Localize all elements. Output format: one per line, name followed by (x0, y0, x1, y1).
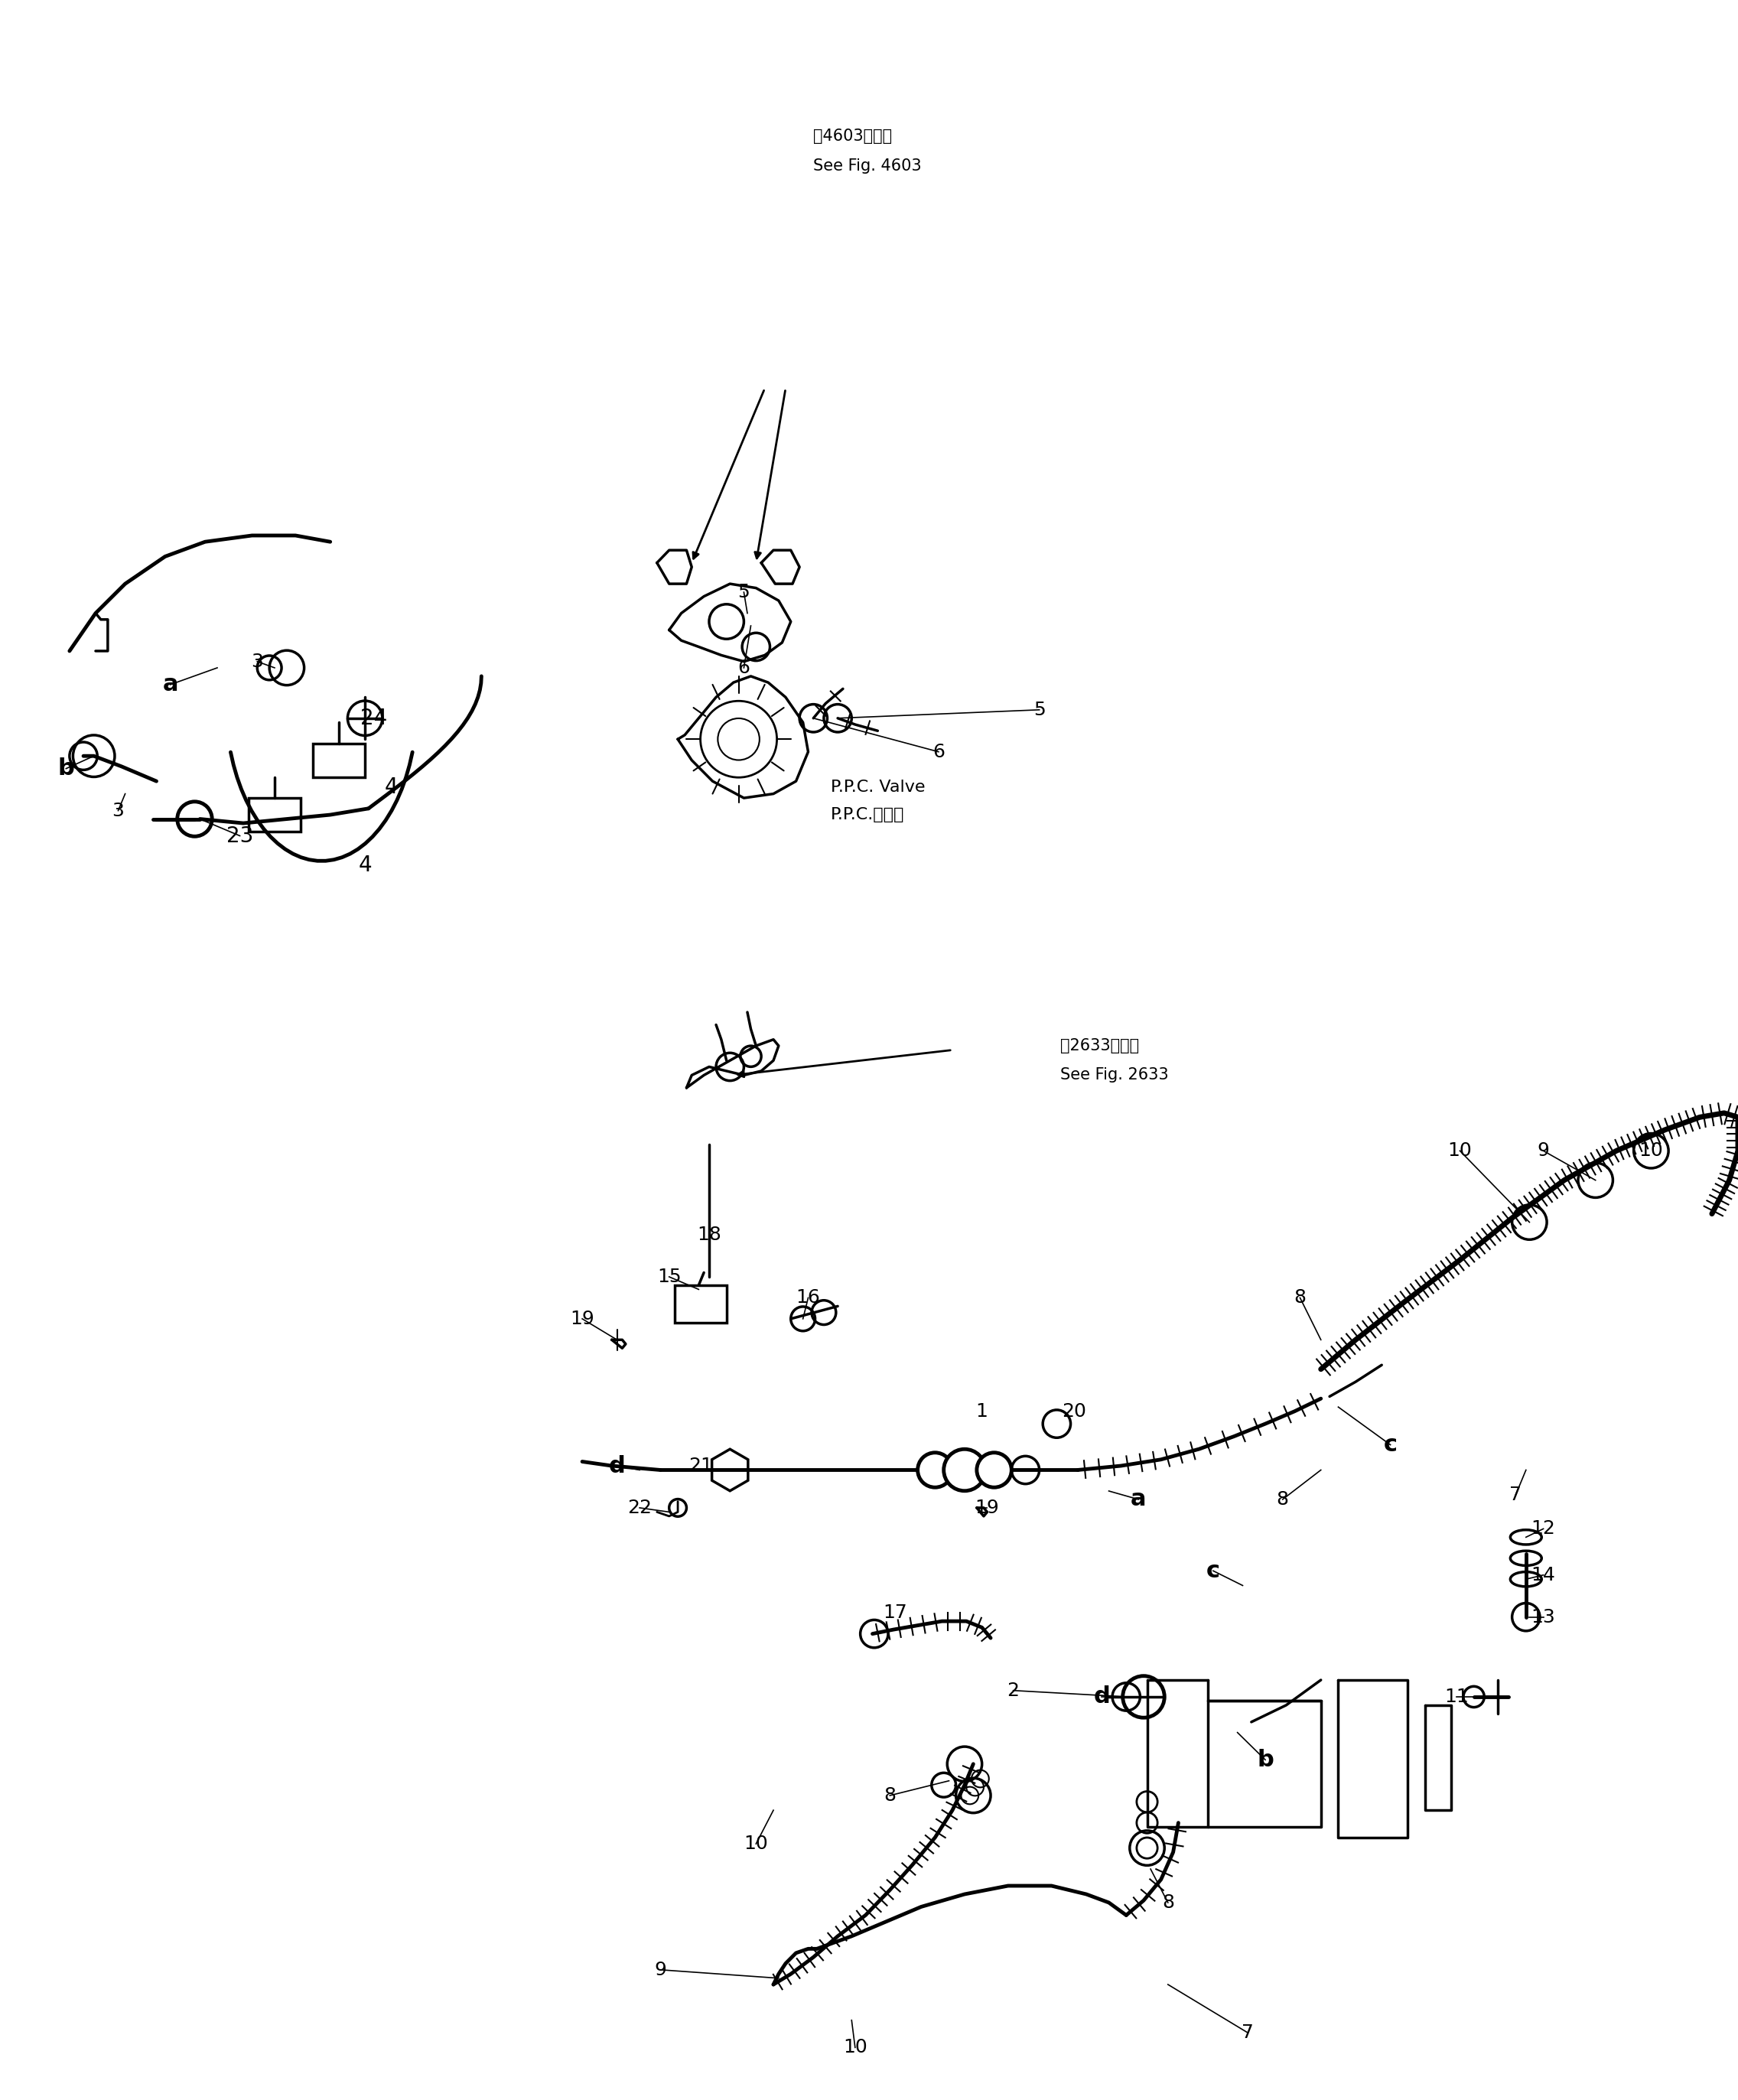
Text: 8: 8 (1276, 1491, 1290, 1508)
Text: b: b (1257, 1749, 1274, 1770)
Text: 8: 8 (883, 1787, 897, 1804)
Text: 12: 12 (1531, 1520, 1556, 1537)
Text: 8: 8 (1293, 1289, 1307, 1306)
Text: 17: 17 (883, 1604, 907, 1621)
Text: 6: 6 (737, 659, 751, 676)
Text: 10: 10 (843, 2039, 867, 2056)
Text: See Fig. 4603: See Fig. 4603 (813, 158, 921, 174)
Text: 5: 5 (739, 584, 749, 601)
Text: 2: 2 (1006, 1682, 1020, 1699)
Text: 19: 19 (975, 1499, 999, 1516)
Text: d: d (608, 1455, 626, 1476)
Text: 第4603図参照: 第4603図参照 (813, 128, 892, 145)
Text: 10: 10 (1448, 1142, 1472, 1159)
Text: 7: 7 (1243, 2024, 1253, 2041)
Text: 7: 7 (1510, 1487, 1521, 1504)
Text: P.P.C.バルブ: P.P.C.バルブ (831, 806, 904, 823)
Text: 3: 3 (113, 802, 123, 819)
Text: 21: 21 (688, 1457, 713, 1474)
Text: 第2633図参照: 第2633図参照 (1060, 1037, 1138, 1054)
Text: d: d (1093, 1686, 1111, 1707)
Text: 18: 18 (697, 1226, 721, 1243)
Text: a: a (1130, 1489, 1147, 1510)
Text: c: c (1383, 1434, 1397, 1455)
Circle shape (918, 1453, 952, 1487)
Circle shape (944, 1449, 985, 1491)
Text: 5: 5 (1034, 701, 1045, 718)
Text: c: c (1206, 1560, 1220, 1581)
Bar (313, 743, 365, 777)
Text: P.P.C. Valve: P.P.C. Valve (831, 779, 925, 796)
Text: 9: 9 (655, 1961, 666, 1978)
Text: 9: 9 (1538, 1142, 1549, 1159)
Circle shape (977, 1453, 1012, 1487)
Text: 6: 6 (932, 743, 945, 760)
Bar (249, 798, 301, 832)
Text: 4: 4 (384, 777, 398, 798)
Text: 16: 16 (796, 1289, 820, 1306)
Text: See Fig. 2633: See Fig. 2633 (1060, 1067, 1168, 1084)
Text: 23: 23 (226, 825, 254, 846)
Text: 1: 1 (977, 1403, 987, 1420)
Text: 22: 22 (627, 1499, 652, 1516)
Text: 10: 10 (744, 1835, 768, 1852)
Text: 14: 14 (1531, 1567, 1556, 1583)
Text: 24: 24 (360, 708, 388, 729)
Text: a: a (162, 674, 179, 695)
Text: 20: 20 (1062, 1403, 1086, 1420)
Text: 3: 3 (252, 653, 262, 670)
Text: 13: 13 (1531, 1609, 1556, 1625)
Text: 19: 19 (570, 1310, 594, 1327)
Bar (674, 1285, 726, 1323)
Text: 10: 10 (1639, 1142, 1663, 1159)
Text: 4: 4 (358, 855, 372, 876)
Text: 8: 8 (1161, 1894, 1175, 1911)
Text: 11: 11 (1444, 1688, 1469, 1705)
Text: b: b (57, 758, 75, 779)
Text: 15: 15 (657, 1268, 681, 1285)
